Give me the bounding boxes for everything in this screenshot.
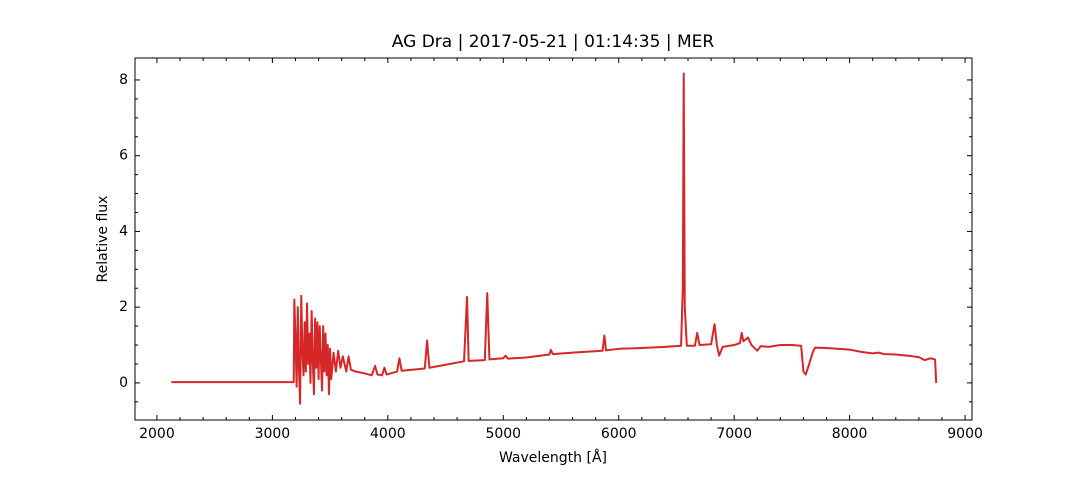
x-tick-label: 5000 <box>485 426 521 442</box>
x-axis-label: Wavelength [Å] <box>499 449 607 466</box>
y-tick-label: 2 <box>119 299 128 315</box>
x-tick-label: 3000 <box>255 426 291 442</box>
x-tick-label: 7000 <box>716 426 752 442</box>
y-tick-label: 6 <box>119 148 128 164</box>
x-tick-label: 4000 <box>370 426 406 442</box>
plot-frame <box>134 57 973 421</box>
y-tick-label: 8 <box>119 72 128 88</box>
x-tick-label: 6000 <box>601 426 637 442</box>
spectrum-line <box>171 72 938 405</box>
x-tick-label: 8000 <box>832 426 868 442</box>
y-tick-label: 0 <box>119 375 128 391</box>
x-tick-label: 9000 <box>947 426 983 442</box>
y-tick-label: 4 <box>119 223 128 239</box>
chart-title: AG Dra | 2017-05-21 | 01:14:35 | MER <box>392 32 715 52</box>
x-tick-label: 2000 <box>139 426 175 442</box>
y-axis-label: Relative flux <box>95 196 111 283</box>
